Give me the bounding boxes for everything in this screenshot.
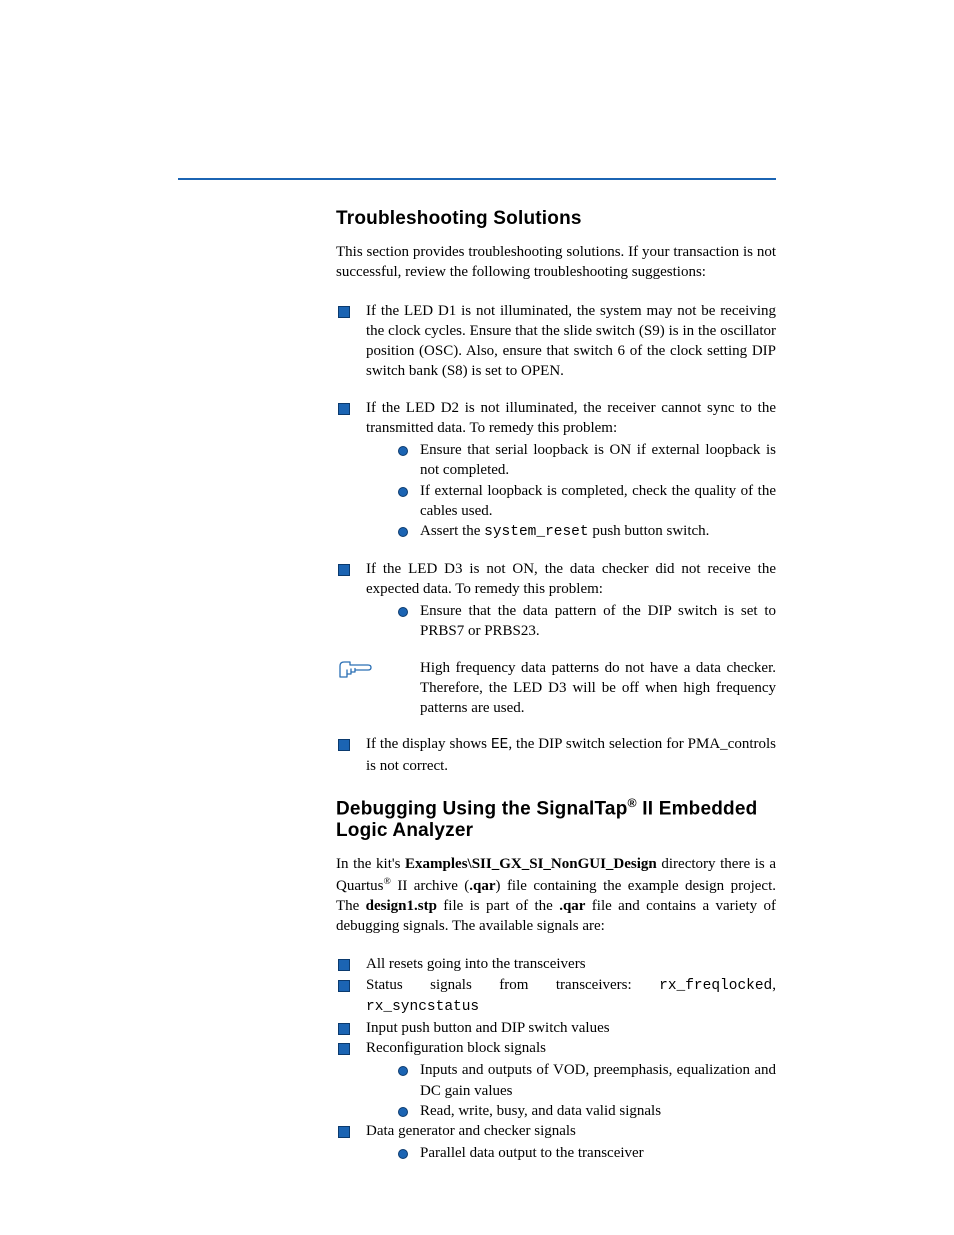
registered-mark: ® [384, 876, 391, 887]
item-text: Ensure that serial loopback is ON if ext… [420, 442, 776, 478]
item-text: All resets going into the transceivers [366, 956, 586, 972]
item-text: Ensure that the data pattern of the DIP … [420, 603, 776, 639]
sublist: Ensure that serial loopback is ON if ext… [366, 440, 776, 543]
item-sep: , [772, 977, 776, 993]
section-heading-troubleshooting: Troubleshooting Solutions [336, 208, 776, 230]
item-text: If the LED D2 is not illuminated, the re… [366, 400, 776, 436]
bold-text: Examples\SII_GX_SI_NonGUI_Design [405, 856, 657, 872]
list-item: Status signals from transceivers: rx_fre… [336, 975, 776, 1018]
intro-part: In the kit's [336, 856, 405, 872]
list-item: If external loopback is completed, check… [366, 481, 776, 522]
pointing-hand-icon [336, 658, 420, 680]
bold-text: .qar [559, 898, 585, 914]
note-block: High frequency data patterns do not have… [336, 658, 776, 719]
item-text: Input push button and DIP switch values [366, 1020, 610, 1036]
list-item: Input push button and DIP switch values [336, 1018, 776, 1038]
heading-text-pre: Debugging Using the SignalTap [336, 798, 628, 819]
item-text: Inputs and outputs of VOD, preemphasis, … [420, 1062, 776, 1098]
code-text: system_reset [484, 524, 588, 540]
code-text: EE [491, 737, 508, 753]
list-item: Ensure that serial loopback is ON if ext… [366, 440, 776, 481]
list-item: Reconfiguration block signals Inputs and… [336, 1038, 776, 1121]
sublist: Inputs and outputs of VOD, preemphasis, … [366, 1060, 776, 1121]
list-item: If the LED D3 is not ON, the data checke… [336, 559, 776, 642]
troubleshooting-list: If the LED D1 is not illuminated, the sy… [336, 301, 776, 642]
troubleshooting-intro: This section provides troubleshooting so… [336, 242, 776, 283]
bold-text: .qar [469, 878, 495, 894]
troubleshooting-list-2: If the display shows EE, the DIP switch … [336, 734, 776, 776]
item-text: If the LED D3 is not ON, the data checke… [366, 561, 776, 597]
item-text-pre: If the display shows [366, 736, 491, 752]
page-content: Troubleshooting Solutions This section p… [336, 208, 776, 1184]
code-text: rx_syncstatus [366, 999, 479, 1015]
list-item: Inputs and outputs of VOD, preemphasis, … [366, 1060, 776, 1101]
list-item: Data generator and checker signals Paral… [336, 1121, 776, 1164]
list-item: If the LED D2 is not illuminated, the re… [336, 398, 776, 543]
list-item: Read, write, busy, and data valid signal… [366, 1101, 776, 1121]
item-text-pre: Status signals from transceivers: [366, 977, 659, 993]
item-text-pre: Assert the [420, 523, 484, 539]
code-text: rx_freqlocked [659, 978, 772, 994]
debugging-intro: In the kit's Examples\SII_GX_SI_NonGUI_D… [336, 854, 776, 936]
registered-mark: ® [628, 796, 637, 810]
bold-text: design1.stp [366, 898, 437, 914]
intro-part: file is part of the [437, 898, 559, 914]
list-item: Ensure that the data pattern of the DIP … [366, 601, 776, 642]
item-text: Parallel data output to the transceiver [420, 1145, 644, 1161]
list-item: If the LED D1 is not illuminated, the sy… [336, 301, 776, 382]
sublist: Parallel data output to the transceiver [366, 1143, 776, 1163]
item-text: Data generator and checker signals [366, 1123, 576, 1139]
item-text-post: push button switch. [589, 523, 710, 539]
header-rule [178, 178, 776, 180]
list-item: If the display shows EE, the DIP switch … [336, 734, 776, 776]
section-heading-debugging: Debugging Using the SignalTap® II Embedd… [336, 796, 776, 842]
item-text: Read, write, busy, and data valid signal… [420, 1103, 661, 1119]
item-text: If external loopback is completed, check… [420, 483, 776, 519]
debugging-section: Debugging Using the SignalTap® II Embedd… [336, 796, 776, 1163]
intro-part: II archive ( [391, 878, 469, 894]
list-item: All resets going into the transceivers [336, 954, 776, 974]
item-text: Reconfiguration block signals [366, 1040, 546, 1056]
note-text: High frequency data patterns do not have… [420, 658, 776, 719]
list-item: Assert the system_reset push button swit… [366, 521, 776, 543]
list-item: Parallel data output to the transceiver [366, 1143, 776, 1163]
troubleshooting-section: Troubleshooting Solutions This section p… [336, 208, 776, 776]
item-text: If the LED D1 is not illuminated, the sy… [366, 303, 776, 380]
signals-list: All resets going into the transceivers S… [336, 954, 776, 1163]
sublist: Ensure that the data pattern of the DIP … [366, 601, 776, 642]
